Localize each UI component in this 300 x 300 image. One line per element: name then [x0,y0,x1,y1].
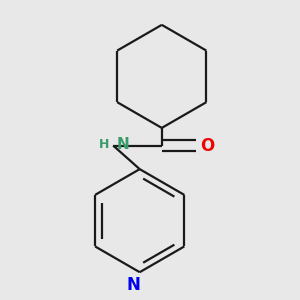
Text: H: H [99,138,110,151]
Text: O: O [200,136,214,154]
Text: N: N [127,276,141,294]
Text: N: N [117,136,130,152]
